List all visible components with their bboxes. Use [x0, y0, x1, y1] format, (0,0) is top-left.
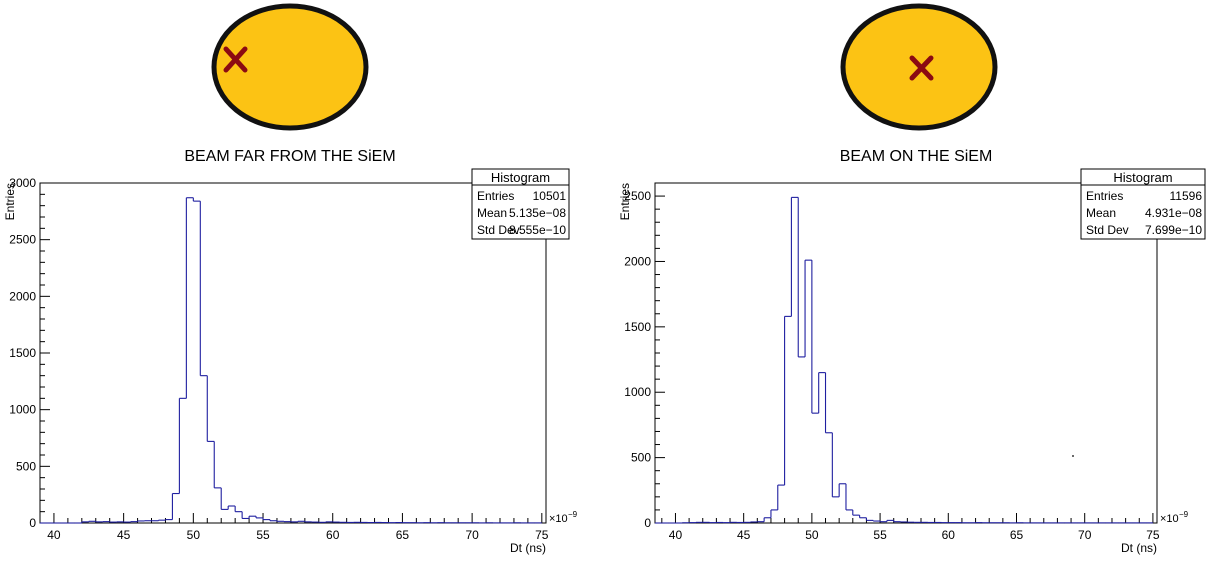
stats-box: Histogram Entries 11596 Mean 4.931e−08 Std De… — [1080, 168, 1206, 240]
x-axis-label: Dt (ns) — [1121, 541, 1157, 555]
y-tick-label: 0 — [644, 516, 651, 530]
histogram-panel-on: 0 500 1000 1500 2000 2500 40 45 50 55 60 65 70 75×10−… — [618, 168, 1206, 555]
x-scale-factor: ×10 — [1160, 513, 1179, 525]
x-tick-label: 60 — [326, 528, 340, 542]
beam-diagram-on — [840, 3, 998, 131]
stats-box: Histogram Entries 10501 Mean 5.135e−08 Std De… — [471, 168, 570, 240]
y-tick-label: 1500 — [624, 320, 651, 334]
x-tick-label: 75 — [535, 528, 549, 542]
y-tick-label: 1500 — [9, 346, 36, 360]
stats-label: Mean — [1086, 206, 1116, 220]
y-tick-label: 3000 — [9, 176, 36, 190]
histogram-bins — [655, 196, 1154, 524]
x-tick-label: 45 — [737, 528, 751, 542]
y-axis-label: Entries — [618, 183, 632, 220]
x-tick-label: 50 — [805, 528, 819, 542]
y-tick-label: 0 — [29, 516, 36, 530]
x-axis-label: Dt (ns) — [510, 541, 546, 555]
stats-label: Mean — [477, 206, 507, 220]
stray-dot — [1072, 455, 1074, 457]
y-tick-label: 500 — [631, 451, 651, 465]
beam-position-cross-icon — [223, 46, 248, 73]
stats-box-frame — [471, 168, 570, 240]
beam-position-cross-icon — [909, 55, 934, 81]
stats-label: Std Dev — [477, 223, 520, 237]
x-tick-label: 65 — [1010, 528, 1024, 542]
x-tick-label: 40 — [47, 528, 61, 542]
stats-title: Histogram — [491, 170, 550, 185]
plot-frame — [39, 182, 547, 524]
stats-value: 11596 — [1170, 189, 1203, 203]
y-tick-label: 2000 — [9, 289, 36, 303]
stats-label: Entries — [1086, 189, 1123, 203]
histogram-bins — [40, 197, 543, 524]
x-tick-label: 50 — [187, 528, 201, 542]
stats-box-frame — [1080, 168, 1206, 240]
x-scale-factor: ×10 — [549, 513, 568, 525]
x-tick-label: 65 — [396, 528, 410, 542]
x-tick-label: 40 — [669, 528, 683, 542]
y-tick-label: 2000 — [624, 254, 651, 268]
x-scale-exponent: −9 — [568, 510, 578, 519]
x-tick-label: 70 — [465, 528, 479, 542]
x-tick-label: 45 — [117, 528, 131, 542]
stats-value: 8.555e−10 — [509, 223, 566, 237]
stats-value: 7.699e−10 — [1145, 223, 1202, 237]
caption-left: BEAM FAR FROM THE SiEM — [184, 148, 395, 165]
stats-value: 4.931e−08 — [1145, 206, 1202, 220]
stats-value: 10501 — [533, 189, 567, 203]
caption-right: BEAM ON THE SiEM — [840, 148, 993, 165]
y-tick-label: 2500 — [624, 189, 651, 203]
x-tick-label: 70 — [1078, 528, 1092, 542]
stats-title: Histogram — [1113, 170, 1172, 185]
y-tick-label: 1000 — [9, 403, 36, 417]
x-tick-label: 55 — [256, 528, 270, 542]
histogram-panel-far: 0 500 1000 1500 2000 2500 3000 40 45 50 55 60 65 70 75… — [3, 168, 578, 555]
x-tick-label: 75 — [1146, 528, 1160, 542]
stats-value: 5.135e−08 — [509, 206, 566, 220]
y-tick-label: 1000 — [624, 385, 651, 399]
stats-label: Entries — [477, 189, 514, 203]
y-tick-label: 500 — [16, 459, 36, 473]
stats-label: Std Dev — [1086, 223, 1129, 237]
x-tick-label: 60 — [942, 528, 956, 542]
y-axis-label: Entries — [3, 183, 17, 220]
x-tick-label: 55 — [873, 528, 887, 542]
beam-diagram-far — [211, 3, 369, 131]
y-tick-label: 2500 — [9, 233, 36, 247]
beam-ellipse — [211, 3, 369, 131]
x-scale-exponent: −9 — [1179, 510, 1189, 519]
